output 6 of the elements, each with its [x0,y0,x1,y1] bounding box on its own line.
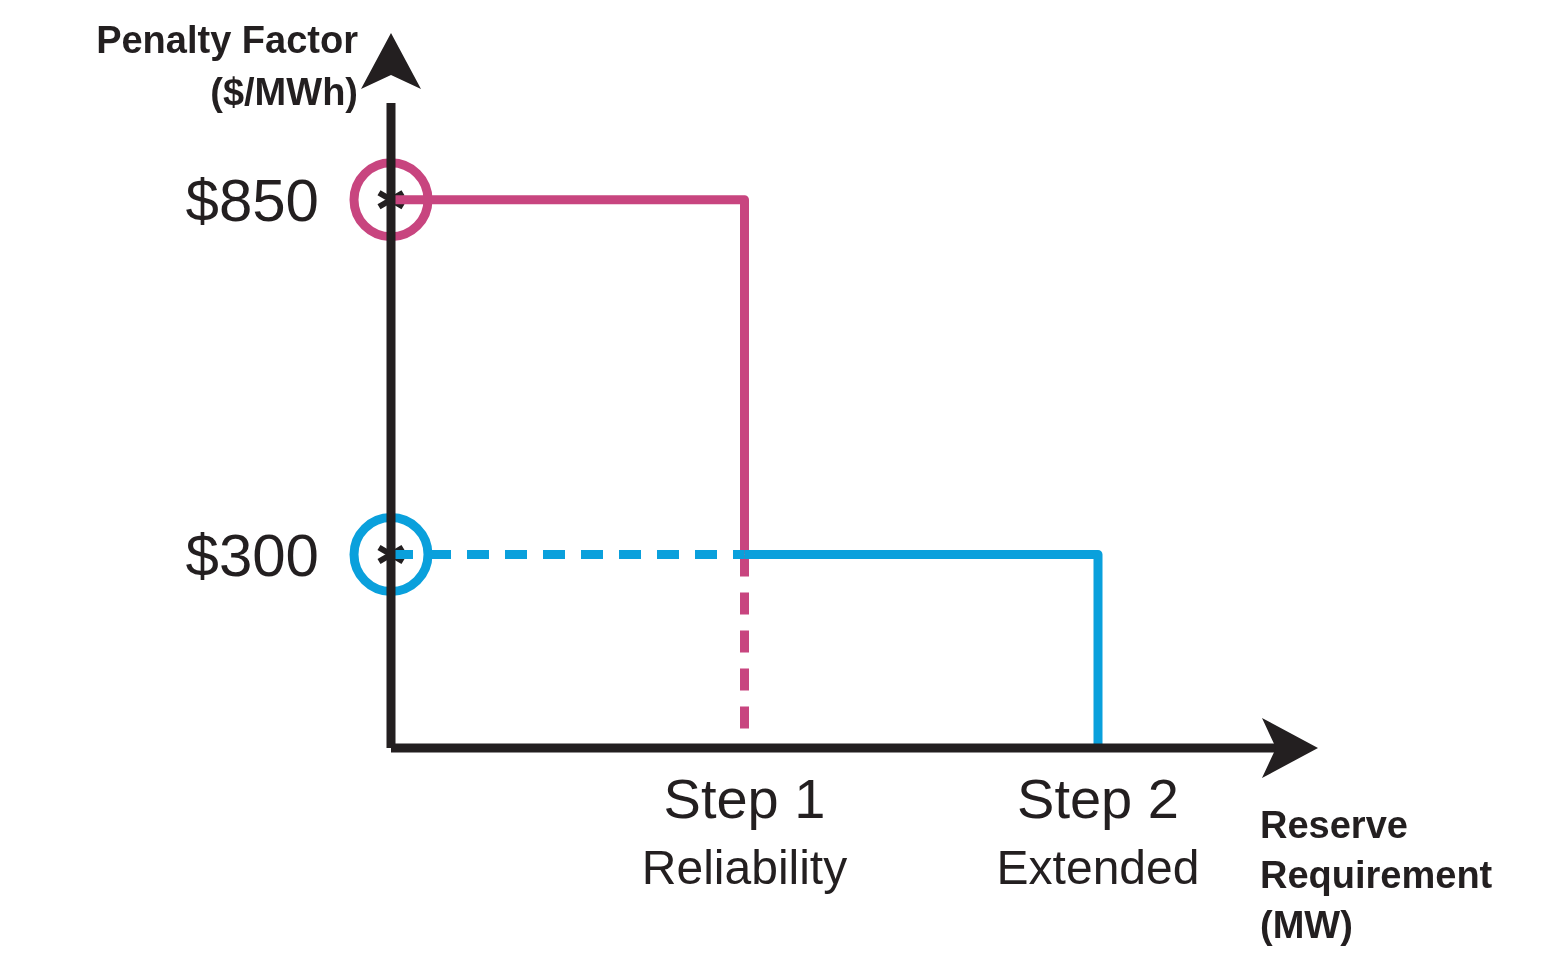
x-tick-label: Step 1 Reliability [641,767,848,894]
y-tick-label: $850 [185,166,319,234]
x-tick-label: Step 2 Extended [996,767,1200,894]
x-axis-title: Reserve Requirement (MW) [1260,804,1493,946]
y-tick-label: $300 [185,521,319,589]
y-axis-title: Penalty Factor ($/MWh) [96,19,359,113]
